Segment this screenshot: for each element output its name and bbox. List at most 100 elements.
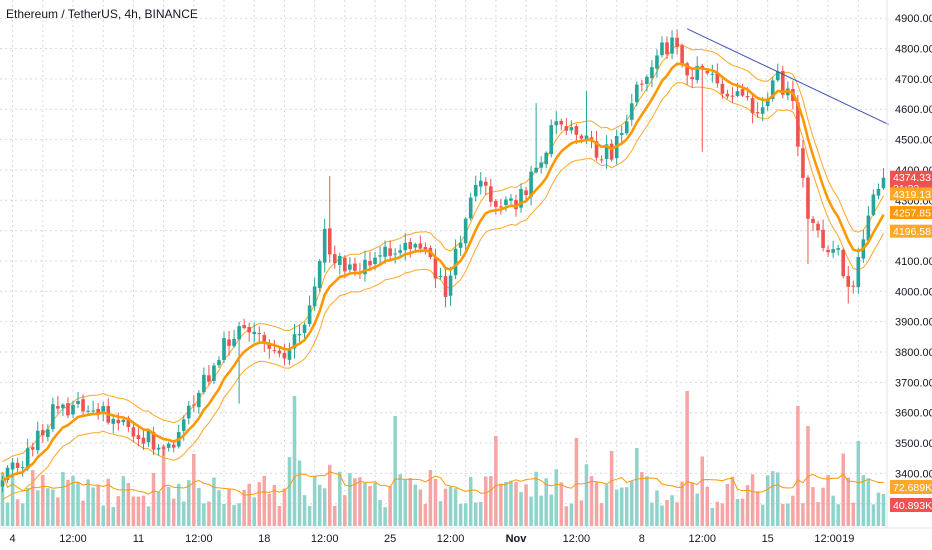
- candle-body: [801, 148, 805, 178]
- volume-bar: [770, 471, 775, 526]
- candle-body: [881, 177, 886, 189]
- candle-body: [710, 73, 715, 75]
- candle-body: [408, 242, 413, 249]
- candle-body: [237, 326, 241, 340]
- candle: [604, 135, 609, 169]
- candle: [81, 394, 85, 417]
- candle: [257, 326, 262, 342]
- volume-bar: [544, 478, 548, 526]
- candle: [836, 244, 840, 256]
- volume-bar: [554, 469, 559, 526]
- volume-bar: [388, 486, 392, 526]
- candle-body: [232, 338, 236, 347]
- volume-bar: [584, 464, 589, 526]
- candle-body: [202, 374, 206, 392]
- volume-bar: [609, 450, 614, 526]
- candle-body: [715, 72, 720, 84]
- x-tick-label: 4: [10, 533, 16, 545]
- x-tick-label: 11: [133, 533, 144, 545]
- candle-body: [660, 42, 664, 56]
- candle-body: [156, 447, 161, 450]
- candle-body: [695, 65, 700, 81]
- candle-body: [171, 444, 176, 448]
- volume-bar: [81, 500, 85, 526]
- price-tag-label: 4319.13: [893, 189, 931, 201]
- candle: [619, 125, 624, 145]
- candle-body: [619, 132, 624, 135]
- candle-body: [46, 429, 50, 437]
- candle: [468, 192, 473, 221]
- candle-body: [524, 190, 528, 196]
- volume-bar: [448, 486, 453, 526]
- volume-bar: [106, 478, 110, 526]
- candle: [448, 266, 453, 306]
- trend-line[interactable]: [686, 28, 889, 125]
- volume-bar: [46, 488, 50, 526]
- volume-bar: [111, 507, 116, 526]
- candle-body: [509, 198, 513, 201]
- volume-bar: [317, 484, 322, 526]
- volume-bar: [760, 504, 765, 526]
- candle-body: [5, 467, 10, 481]
- candle-body: [645, 76, 649, 84]
- volume-bar: [484, 476, 488, 526]
- candle-body: [504, 199, 508, 206]
- volume-bar: [368, 485, 372, 526]
- candle: [629, 93, 634, 126]
- candle: [720, 79, 725, 99]
- candle: [740, 83, 745, 97]
- volume-bar: [91, 487, 95, 526]
- volume-bar: [655, 490, 659, 526]
- volume-bar: [197, 487, 201, 526]
- volume-bar: [363, 482, 367, 526]
- candle-body: [483, 181, 488, 186]
- candle: [539, 156, 543, 174]
- candle-body: [317, 261, 322, 288]
- volume-bar: [685, 391, 689, 526]
- volume-bar: [418, 489, 423, 526]
- x-tick-label: 12:00: [59, 533, 87, 545]
- volume-bar: [272, 485, 277, 526]
- volume-bar: [624, 487, 629, 526]
- volume-bar: [373, 482, 377, 526]
- candle: [569, 120, 574, 134]
- volume-bar: [801, 503, 805, 526]
- candle: [56, 395, 60, 414]
- volume-bar: [630, 481, 634, 526]
- volume-bar: [312, 476, 317, 526]
- candle: [478, 172, 483, 195]
- candle: [5, 465, 10, 483]
- volume-bar: [141, 495, 146, 526]
- volume-tag: 40.893K: [890, 498, 932, 512]
- volume-bar: [604, 484, 609, 526]
- candle-body: [494, 200, 498, 207]
- candle-body: [760, 107, 765, 114]
- candle-body: [544, 152, 549, 165]
- volume-bar: [282, 488, 287, 526]
- volume-bar: [569, 503, 574, 526]
- volume-bar: [327, 464, 332, 526]
- candle: [564, 117, 569, 136]
- volume-bar: [559, 482, 564, 526]
- candle-body: [826, 249, 830, 253]
- candle: [509, 194, 513, 205]
- candle-body: [322, 228, 327, 263]
- candle: [438, 267, 443, 280]
- candle-body: [765, 99, 770, 107]
- volume-bar: [463, 503, 468, 526]
- candle-body: [116, 419, 121, 424]
- candle-body: [91, 410, 95, 412]
- x-tick-label: 19: [842, 533, 854, 545]
- volume-bar: [41, 474, 45, 526]
- volume-bar: [131, 496, 136, 526]
- candle-body: [574, 126, 579, 135]
- volume-bar: [574, 438, 579, 526]
- candle: [635, 81, 639, 107]
- volume-bar: [181, 501, 186, 526]
- candle-body: [635, 84, 639, 103]
- volume-bar: [619, 487, 624, 526]
- candle-body: [131, 427, 136, 437]
- lower-band-line: [2, 82, 884, 500]
